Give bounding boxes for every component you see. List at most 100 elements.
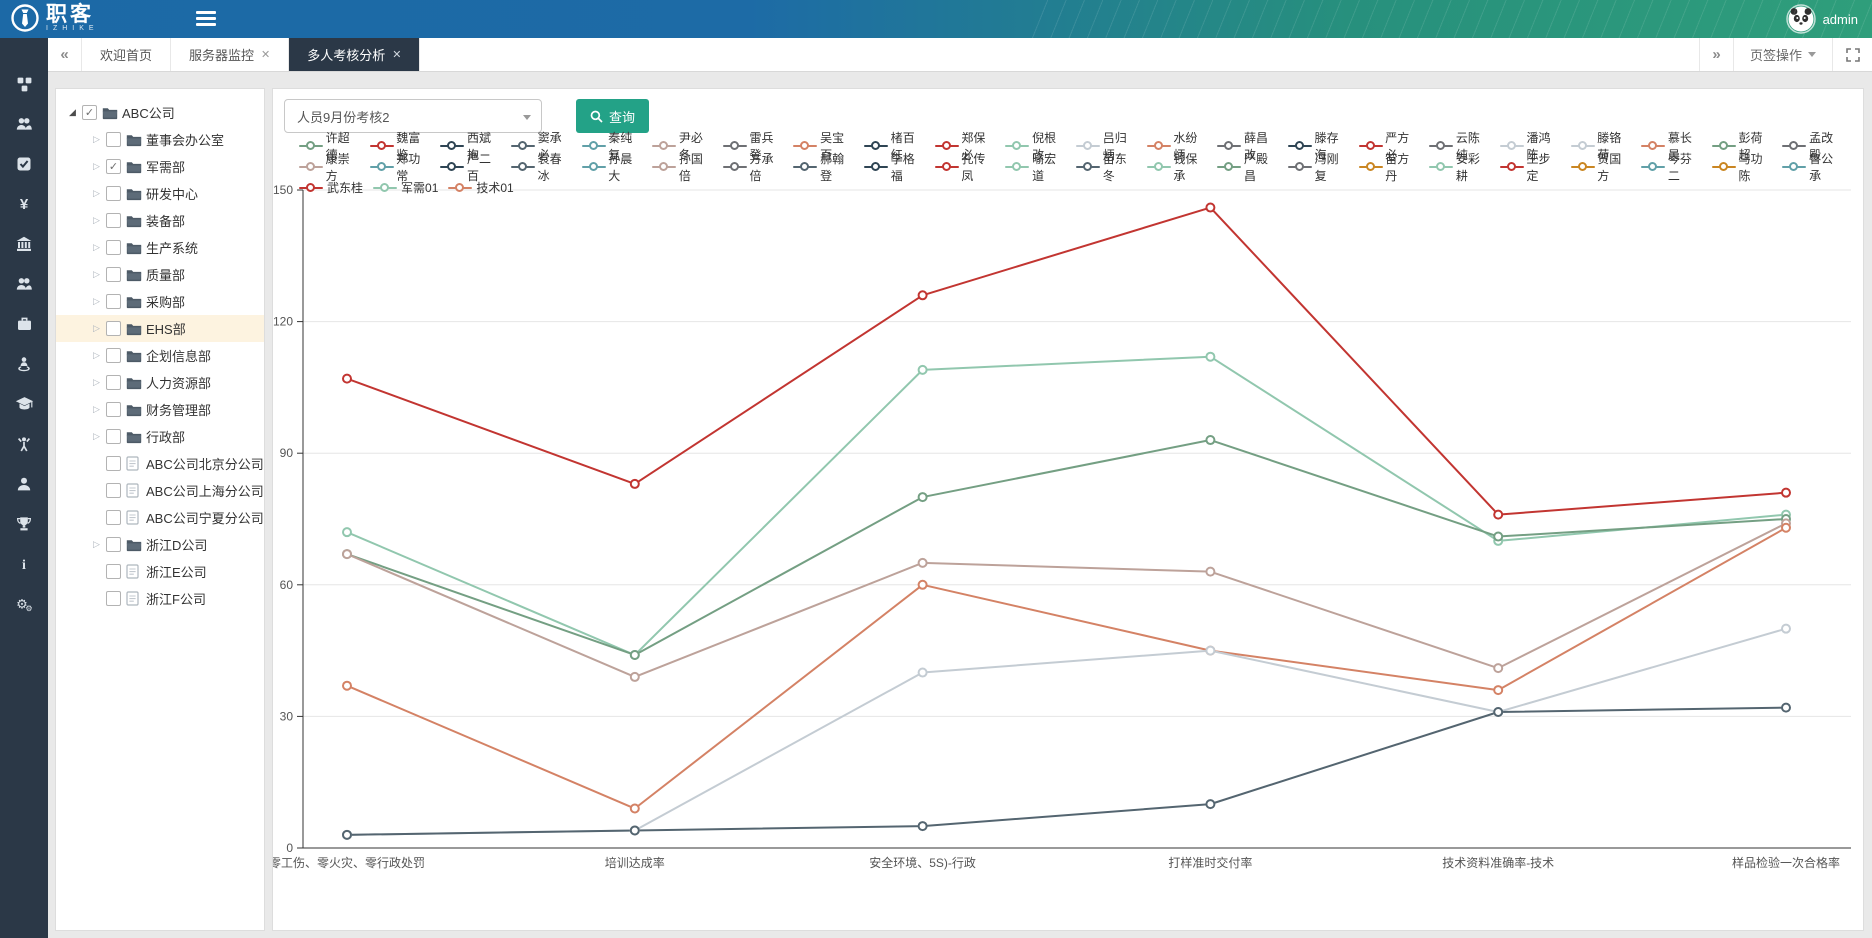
legend-item-技术01[interactable]: 技术01 <box>448 179 514 196</box>
legend-item-楮百红[interactable]: 楮百红 <box>864 129 925 163</box>
sidebar-item-check-square-icon[interactable] <box>0 144 48 184</box>
legend-item-滕铬荷[interactable]: 滕铬荷 <box>1570 129 1632 163</box>
legend-item-苗方丹[interactable]: 苗方丹 <box>1358 150 1420 184</box>
legend-item-彭荷超[interactable]: 彭荷超 <box>1711 129 1773 163</box>
legend-item-郝翰登[interactable]: 郝翰登 <box>793 150 854 184</box>
legend-item-许超德[interactable]: 许超德 <box>299 129 360 163</box>
legend-item-安彩耕[interactable]: 安彩耕 <box>1429 150 1490 184</box>
checkbox[interactable] <box>106 402 121 417</box>
checkbox[interactable] <box>106 510 121 525</box>
checkbox[interactable] <box>106 132 121 147</box>
legend-item-吕归炳[interactable]: 吕归炳 <box>1076 129 1137 163</box>
sidebar-item-cheer-person-icon[interactable] <box>0 424 48 464</box>
legend-item-冯刚复[interactable]: 冯刚复 <box>1287 150 1349 184</box>
legend-item-慕长晨[interactable]: 慕长晨 <box>1641 129 1702 163</box>
legend-item-西斌抱[interactable]: 西斌抱 <box>440 129 501 163</box>
checkbox[interactable]: ✓ <box>82 105 97 120</box>
tree-item-ABC公司宁夏分公司[interactable]: ABC公司宁夏分公司 <box>56 504 264 531</box>
legend-item-钱保承[interactable]: 钱保承 <box>1146 150 1208 184</box>
legend-item-严二百[interactable]: 严二百 <box>440 150 501 184</box>
tabs-scroll-right-icon[interactable]: » <box>1698 38 1733 71</box>
legend-item-方承倍[interactable]: 方承倍 <box>722 150 784 184</box>
legend-item-窦承必[interactable]: 窦承必 <box>510 129 572 163</box>
legend-item-秦纯复[interactable]: 秦纯复 <box>581 129 643 163</box>
checkbox[interactable] <box>106 186 121 201</box>
sidebar-item-graduation-cap-icon[interactable] <box>0 384 48 424</box>
expand-icon[interactable]: ▷ <box>93 404 100 414</box>
sidebar-item-info-icon[interactable]: i <box>0 544 48 584</box>
sidebar-item-trophy-icon[interactable] <box>0 504 48 544</box>
fullscreen-expand-icon[interactable] <box>1832 38 1872 71</box>
expand-icon[interactable]: ▷ <box>93 134 100 144</box>
tree-item-生产系统[interactable]: ▷ 生产系统 <box>56 234 264 261</box>
legend-item-吴宝百[interactable]: 吴宝百 <box>793 129 854 163</box>
collapse-icon[interactable]: ◢ <box>69 107 76 117</box>
legend-item-武东桂[interactable]: 武东桂 <box>299 179 363 196</box>
tree-item-ABC公司北京分公司[interactable]: ABC公司北京分公司 <box>56 450 264 477</box>
close-icon[interactable]: ✕ <box>261 49 271 61</box>
checkbox[interactable] <box>106 294 121 309</box>
tree-item-研发中心[interactable]: ▷ 研发中心 <box>56 180 264 207</box>
sidebar-item-user-icon[interactable] <box>0 464 48 504</box>
checkbox[interactable] <box>106 321 121 336</box>
tabs-scroll-left-icon[interactable]: « <box>48 38 82 71</box>
tree-item-浙江D公司[interactable]: ▷ 浙江D公司 <box>56 531 264 558</box>
legend-item-潘鸿陈[interactable]: 潘鸿陈 <box>1499 129 1561 163</box>
legend-item-薛昌改[interactable]: 薛昌改 <box>1217 129 1278 163</box>
sidebar-item-team-icon[interactable] <box>0 264 48 304</box>
legend-item-郑保必[interactable]: 郑保必 <box>934 129 996 163</box>
legend-item-军需01[interactable]: 军需01 <box>373 179 438 196</box>
expand-icon[interactable]: ▷ <box>93 350 100 360</box>
legend-item-雷兵登[interactable]: 雷兵登 <box>722 129 784 163</box>
expand-icon[interactable]: ▷ <box>93 188 100 198</box>
sidebar-item-users-icon[interactable] <box>0 104 48 144</box>
tree-item-军需部[interactable]: ▷ ✓ 军需部 <box>56 153 264 180</box>
sidebar-item-bank-icon[interactable] <box>0 224 48 264</box>
tree-item-质量部[interactable]: ▷ 质量部 <box>56 261 264 288</box>
checkbox[interactable] <box>106 213 121 228</box>
legend-item-苗东冬[interactable]: 苗东冬 <box>1076 150 1137 184</box>
checkbox[interactable] <box>106 267 121 282</box>
expand-icon[interactable]: ▷ <box>93 242 100 252</box>
checkbox[interactable] <box>106 375 121 390</box>
user-menu[interactable]: admin <box>1785 4 1858 34</box>
legend-item-李格福[interactable]: 李格福 <box>864 150 925 184</box>
checkbox[interactable] <box>106 591 121 606</box>
tree-item-ABC公司[interactable]: ◢ ✓ ABC公司 <box>56 99 264 126</box>
legend-item-马功陈[interactable]: 马功陈 <box>1711 150 1773 184</box>
sidebar-item-yuan-icon[interactable]: ¥ <box>0 184 48 224</box>
legend-item-孙国倍[interactable]: 孙国倍 <box>652 150 713 184</box>
legend-item-云陈纯[interactable]: 云陈纯 <box>1429 129 1490 163</box>
expand-icon[interactable]: ▷ <box>93 431 100 441</box>
legend-item-尹必冬[interactable]: 尹必冬 <box>652 129 713 163</box>
tree-item-行政部[interactable]: ▷ 行政部 <box>56 423 264 450</box>
sidebar-item-briefcase-icon[interactable] <box>0 304 48 344</box>
hamburger-menu-icon[interactable] <box>196 11 216 27</box>
tree-item-浙江E公司[interactable]: 浙江E公司 <box>56 558 264 585</box>
sidebar-item-cubes-icon[interactable] <box>0 64 48 104</box>
tree-item-财务管理部[interactable]: ▷ 财务管理部 <box>56 396 264 423</box>
legend-item-水纷炳[interactable]: 水纷炳 <box>1146 129 1208 163</box>
checkbox[interactable] <box>106 564 121 579</box>
legend-item-岑芬二[interactable]: 岑芬二 <box>1641 150 1702 184</box>
sidebar-item-gears-icon[interactable]: ⚙ ⚙ <box>0 584 48 624</box>
legend-item-孟改殿[interactable]: 孟改殿 <box>1782 129 1843 163</box>
tree-item-采购部[interactable]: ▷ 采购部 <box>56 288 264 315</box>
legend-item-魏富鉴[interactable]: 魏富鉴 <box>369 129 431 163</box>
tab-多人考核分析[interactable]: 多人考核分析 ✕ <box>289 38 421 71</box>
legend-item-喻宏道[interactable]: 喻宏道 <box>1005 150 1066 184</box>
expand-icon[interactable]: ▷ <box>93 296 100 306</box>
legend-item-孙晨大[interactable]: 孙晨大 <box>581 150 643 184</box>
checkbox[interactable] <box>106 537 121 552</box>
legend-item-严方必[interactable]: 严方必 <box>1358 129 1420 163</box>
expand-icon[interactable]: ▷ <box>93 269 100 279</box>
tree-item-企划信息部[interactable]: ▷ 企划信息部 <box>56 342 264 369</box>
checkbox[interactable] <box>106 348 121 363</box>
legend-item-倪根改[interactable]: 倪根改 <box>1005 129 1066 163</box>
assessment-select[interactable]: 人员9月份考核2 <box>284 99 542 133</box>
expand-icon[interactable]: ▷ <box>93 377 100 387</box>
legend-item-贺国方[interactable]: 贺国方 <box>1570 150 1632 184</box>
legend-item-鲁公承[interactable]: 鲁公承 <box>1782 150 1843 184</box>
expand-icon[interactable]: ▷ <box>93 161 100 171</box>
legend-item-滕存海[interactable]: 滕存海 <box>1287 129 1349 163</box>
